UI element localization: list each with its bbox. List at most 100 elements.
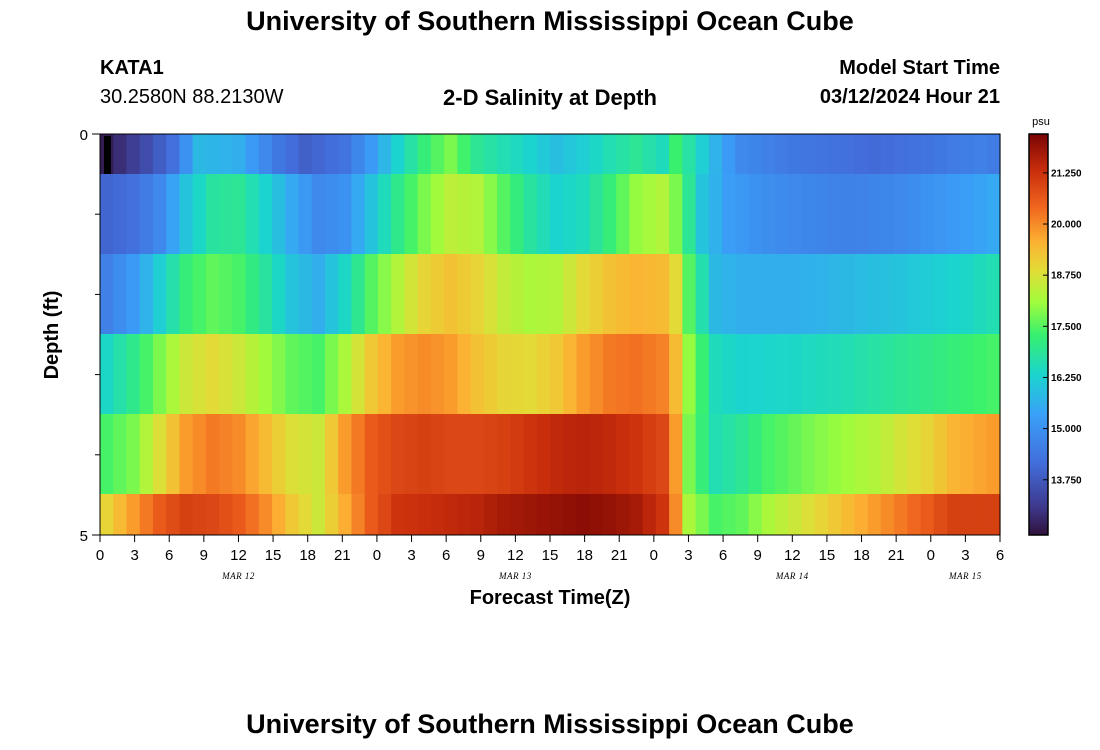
heatmap-cell — [616, 254, 631, 334]
heatmap-cell — [722, 254, 736, 334]
x-tick-label: 3 — [684, 547, 692, 564]
heatmap-cell — [470, 174, 485, 254]
heatmap-cell — [457, 414, 472, 494]
heatmap-cell — [245, 414, 260, 494]
x-tick-label: 0 — [373, 547, 381, 564]
heatmap-cell — [205, 414, 220, 494]
heatmap-cell — [483, 414, 498, 494]
heatmap-cell — [775, 414, 789, 494]
heatmap-cell — [788, 254, 803, 334]
colorbar-tick-label: 16.250 — [1051, 373, 1082, 384]
missing-data-marker — [104, 136, 111, 174]
heatmap-cell — [695, 174, 710, 254]
heatmap-cell — [364, 174, 379, 254]
x-tick-label: 9 — [754, 547, 762, 564]
heatmap-cell — [973, 174, 988, 254]
heatmap-cell — [311, 254, 326, 334]
heatmap-cell — [232, 134, 247, 174]
heatmap-cell — [205, 494, 220, 535]
heatmap-cell — [761, 334, 776, 414]
heatmap-cell — [827, 174, 842, 254]
heatmap-cell — [761, 134, 776, 174]
heatmap-cell — [417, 334, 432, 414]
heatmap-cell — [377, 174, 392, 254]
heatmap-cell — [126, 334, 141, 414]
heatmap-cell — [457, 174, 472, 254]
x-date-label: MAR 13 — [498, 571, 532, 581]
heatmap-cell — [973, 494, 988, 535]
heatmap-cell — [245, 174, 260, 254]
heatmap-cell — [258, 254, 273, 334]
heatmap-cell — [695, 494, 710, 535]
heatmap-cell — [642, 414, 657, 494]
heatmap-cell — [933, 174, 948, 254]
x-axis-label: Forecast Time(Z) — [470, 587, 631, 609]
heatmap-cell — [338, 334, 353, 414]
heatmap-cell — [483, 174, 498, 254]
heatmap-cell — [364, 414, 379, 494]
heatmap-cell — [801, 254, 816, 334]
heatmap-cell — [708, 134, 723, 174]
heatmap-cell — [311, 134, 326, 174]
heatmap-cell — [285, 334, 300, 414]
heatmap-cell — [391, 414, 406, 494]
x-tick-label: 15 — [819, 547, 836, 564]
heatmap-cell — [417, 254, 432, 334]
heatmap-cell — [629, 494, 644, 535]
heatmap-cell — [775, 254, 789, 334]
x-date-label: MAR 14 — [775, 571, 809, 581]
heatmap-cell — [497, 494, 511, 535]
heatmap-cell — [113, 334, 128, 414]
heatmap-cell — [536, 174, 551, 254]
heatmap-cell — [986, 254, 1001, 334]
heatmap-cell — [907, 254, 922, 334]
heatmap-cell — [192, 334, 207, 414]
heatmap-cell — [126, 134, 141, 174]
bottom-title: University of Southern Mississippi Ocean… — [246, 709, 854, 739]
heatmap-cell — [827, 334, 842, 414]
heatmap-cell — [655, 334, 670, 414]
heatmap-cell — [139, 494, 154, 535]
heatmap-cell — [880, 134, 895, 174]
heatmap-cell — [920, 134, 935, 174]
heatmap-cell — [682, 414, 697, 494]
heatmap-cell — [272, 334, 286, 414]
heatmap-cell — [973, 254, 988, 334]
model-start-value: 03/12/2024 Hour 21 — [819, 86, 1000, 108]
heatmap-cell — [854, 254, 869, 334]
depth-axis: 05 — [80, 127, 100, 545]
heatmap-cell — [629, 134, 644, 174]
heatmap-cell — [722, 414, 736, 494]
heatmap-cell — [907, 134, 922, 174]
model-start-label: Model Start Time — [839, 57, 1000, 79]
heatmap-cell — [364, 134, 379, 174]
heatmap-cell — [775, 174, 789, 254]
heatmap-cell — [497, 254, 511, 334]
heatmap-cell — [377, 414, 392, 494]
heatmap-cell — [907, 414, 922, 494]
heatmap-cell — [788, 334, 803, 414]
heatmap-cell — [285, 134, 300, 174]
heatmap-cell — [602, 494, 617, 535]
x-tick-label: 6 — [165, 547, 173, 564]
heatmap-cell — [814, 254, 829, 334]
heatmap-cell — [854, 494, 869, 535]
heatmap-cell — [391, 174, 406, 254]
heatmap-cell — [166, 134, 181, 174]
x-tick-label: 18 — [576, 547, 593, 564]
heatmap-cell — [523, 174, 538, 254]
heatmap-cell — [576, 174, 591, 254]
heatmap-cell — [430, 334, 445, 414]
heatmap-cell — [298, 174, 313, 254]
heatmap-cell — [761, 254, 776, 334]
heatmap-cell — [351, 174, 366, 254]
heatmap-cell — [404, 174, 419, 254]
heatmap-cell — [682, 174, 697, 254]
heatmap-cell — [364, 334, 379, 414]
heatmap-cell — [298, 334, 313, 414]
heatmap-cell — [669, 174, 683, 254]
heatmap-cell — [986, 494, 1001, 535]
y-axis-label: Depth (ft) — [41, 291, 63, 380]
y-tick-label: 5 — [80, 528, 88, 545]
heatmap-cell — [417, 174, 432, 254]
